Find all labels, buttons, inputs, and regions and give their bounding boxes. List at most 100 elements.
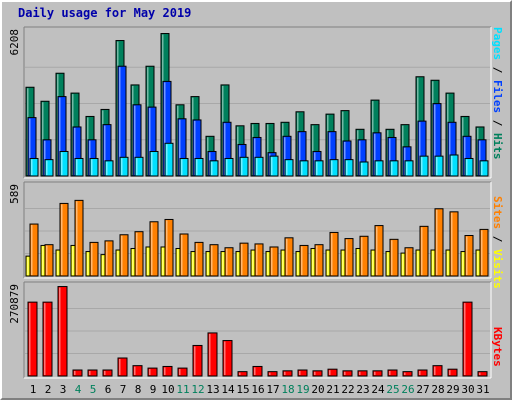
sites-bar — [44, 244, 54, 277]
day-label: 20 — [311, 383, 324, 396]
day-label: 14 — [221, 383, 235, 396]
pages-bar — [329, 159, 339, 177]
kbytes-bar — [327, 368, 338, 377]
sites-bar — [404, 247, 414, 277]
kbytes-bar — [477, 371, 488, 377]
kbytes-bar — [87, 369, 98, 377]
legend-middle-separator: / — [491, 229, 504, 249]
kbytes-bar — [42, 301, 53, 377]
kbytes-bar — [357, 370, 368, 377]
sites-bar — [389, 238, 399, 277]
kbytes-bar — [402, 371, 413, 377]
day-label: 19 — [296, 383, 309, 396]
pages-bar — [434, 155, 444, 177]
sites-bar — [374, 225, 384, 277]
pages-bar — [104, 160, 114, 177]
pages-bar — [284, 159, 294, 177]
kbytes-bar — [72, 369, 83, 377]
legend-top-files: Files — [491, 80, 504, 113]
kbytes-bar — [192, 344, 203, 377]
pages-bar — [29, 157, 39, 177]
day-label: 10 — [161, 383, 174, 396]
day-label: 13 — [206, 383, 219, 396]
pages-bar — [119, 156, 129, 177]
kbytes-bar — [57, 286, 68, 377]
legend-middle-visits: Visits — [491, 249, 504, 289]
kbytes-bar — [207, 332, 218, 377]
pages-bar — [74, 157, 84, 177]
kbytes-bar — [432, 365, 443, 377]
sites-bar — [179, 233, 189, 277]
day-label: 23 — [356, 383, 369, 396]
sites-bar — [329, 231, 339, 277]
pages-bar — [224, 157, 234, 177]
day-label: 1 — [30, 383, 37, 396]
kbytes-bar — [132, 365, 143, 377]
day-label: 24 — [371, 383, 385, 396]
sites-bar — [359, 235, 369, 277]
sites-bar — [314, 244, 324, 277]
pages-bar — [209, 160, 219, 177]
pages-bar — [389, 160, 399, 177]
day-label: 9 — [150, 383, 157, 396]
sites-bar — [299, 244, 309, 277]
kbytes-bar — [282, 370, 293, 377]
panel-bottom-ymax-label: 270879 — [8, 284, 21, 324]
kbytes-bar — [417, 369, 428, 377]
kbytes-bar — [117, 357, 128, 377]
day-label: 4 — [75, 383, 82, 396]
pages-bar — [359, 161, 369, 177]
pages-bar — [239, 156, 249, 177]
pages-bar — [194, 157, 204, 177]
pages-bar — [344, 159, 354, 177]
kbytes-bar — [102, 369, 113, 377]
sites-bar — [104, 240, 114, 277]
kbytes-bar — [27, 301, 38, 377]
panel-bottom — [24, 282, 491, 378]
sites-bar — [119, 234, 129, 277]
day-label: 11 — [176, 383, 189, 396]
pages-bar — [419, 155, 429, 177]
day-label: 28 — [431, 383, 444, 396]
pages-bar — [374, 160, 384, 177]
sites-bar — [464, 235, 474, 277]
sites-bar — [344, 238, 354, 277]
sites-bar — [239, 242, 249, 277]
day-label: 21 — [326, 383, 339, 396]
pages-bar — [254, 156, 264, 177]
day-label: 6 — [105, 383, 112, 396]
day-label: 2 — [45, 383, 52, 396]
pages-bar — [89, 157, 99, 177]
day-label: 26 — [401, 383, 414, 396]
kbytes-bar — [222, 340, 233, 377]
pages-bar — [404, 160, 414, 177]
panel-middle-ymax-label: 589 — [8, 184, 21, 204]
legend-top-hits: Hits — [491, 133, 504, 160]
pages-bar — [134, 156, 144, 177]
day-label: 8 — [135, 383, 142, 396]
sites-bar — [284, 237, 294, 277]
day-label: 5 — [90, 383, 97, 396]
kbytes-bar — [462, 301, 473, 377]
pages-bar — [464, 157, 474, 177]
kbytes-bar — [177, 367, 188, 377]
kbytes-bar — [147, 367, 158, 377]
legend-top-separator: / — [491, 60, 504, 80]
kbytes-bar — [342, 370, 353, 377]
day-label: 3 — [60, 383, 67, 396]
legend-bottom: KBytes — [491, 327, 504, 367]
day-label: 22 — [341, 383, 354, 396]
sites-bar — [254, 243, 264, 277]
sites-bar — [194, 241, 204, 277]
day-label: 29 — [446, 383, 459, 396]
pages-bar — [269, 155, 279, 177]
legend-middle-sites: Sites — [491, 196, 504, 229]
sites-bar — [269, 246, 279, 277]
sites-bar — [164, 218, 174, 277]
sites-bar — [434, 208, 444, 277]
legend-top-separator: / — [491, 113, 504, 133]
day-label: 17 — [266, 383, 279, 396]
kbytes-bar — [162, 365, 173, 377]
legend-top-pages: Pages — [491, 27, 504, 60]
day-label: 27 — [416, 383, 429, 396]
